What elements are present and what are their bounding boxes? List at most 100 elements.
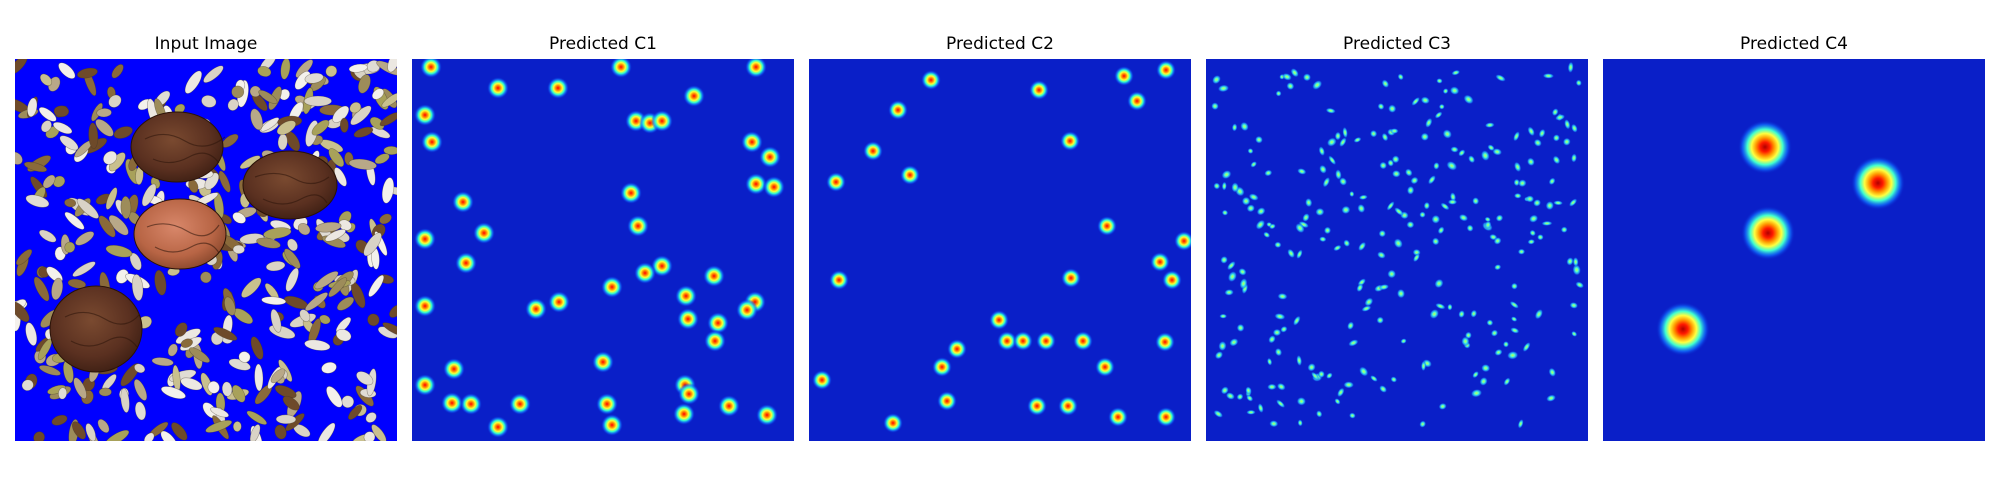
grain: [275, 414, 297, 425]
density-peak: [1322, 176, 1331, 188]
grain: [67, 278, 87, 289]
grain: [339, 117, 349, 133]
density-peak: [1353, 136, 1362, 143]
grain: [38, 106, 57, 122]
grain: [52, 175, 66, 188]
grain: [120, 388, 130, 413]
density-peak: [1538, 128, 1546, 138]
density-peak: [525, 298, 547, 320]
density-peak: [1484, 122, 1495, 128]
density-peak: [1378, 229, 1387, 238]
density-peak: [1738, 120, 1792, 174]
density-peak: [1436, 78, 1443, 84]
grain: [96, 108, 112, 118]
density-peak: [1297, 419, 1303, 427]
density-peak: [1238, 267, 1247, 276]
density-peak: [1325, 107, 1336, 114]
grain: [347, 404, 363, 420]
density-peak: [1097, 216, 1117, 236]
density-peak: [1217, 84, 1230, 93]
density-peak: [1513, 131, 1520, 142]
density-peak: [1358, 194, 1368, 200]
grain: [358, 74, 371, 94]
density-peak: [1447, 199, 1458, 205]
density-peak: [1572, 256, 1579, 267]
density-peak: [1437, 226, 1445, 235]
grain: [231, 85, 245, 99]
density-peak: [1376, 251, 1386, 259]
density-peak: [707, 312, 729, 334]
grain: [131, 274, 144, 301]
density-peak: [1029, 80, 1049, 100]
density-peak: [1276, 382, 1286, 391]
density-peak: [1218, 340, 1227, 352]
grain: [321, 361, 337, 374]
density-peak: [1434, 278, 1444, 289]
density-peak: [1336, 387, 1345, 398]
grain: [154, 269, 167, 296]
density-peak: [1240, 121, 1249, 132]
input-image-panel: Input Image: [15, 0, 397, 500]
density-peak: [1268, 223, 1276, 230]
density-peak: [1470, 388, 1483, 398]
density-peak: [1410, 176, 1419, 185]
density-peak: [1387, 104, 1397, 114]
density-peak: [1575, 79, 1582, 87]
grain: [47, 384, 67, 395]
grain: [97, 418, 110, 434]
grain: [213, 326, 238, 341]
grain: [232, 421, 242, 432]
grain: [98, 387, 112, 397]
grain: [167, 343, 178, 357]
density-peak: [1466, 224, 1474, 232]
density-peak: [1510, 316, 1518, 322]
density-peak: [1348, 339, 1359, 347]
density-peak: [1239, 277, 1248, 290]
density-peak: [1423, 201, 1431, 210]
density-peak: [414, 295, 436, 317]
density-peak: [1246, 394, 1254, 402]
grain: [25, 194, 50, 208]
density-peak: [1571, 123, 1578, 133]
density-peak: [1493, 236, 1502, 245]
density-peak: [1310, 371, 1320, 381]
grain: [76, 198, 99, 219]
density-peak: [1490, 329, 1499, 337]
density-peak: [1546, 394, 1557, 402]
density-peak: [620, 182, 642, 204]
density-peak: [1433, 161, 1440, 170]
grain: [52, 121, 73, 135]
density-peak: [1231, 182, 1240, 193]
density-peak: [651, 110, 673, 132]
density-peak: [1213, 182, 1221, 190]
grain: [257, 66, 272, 77]
grain: [200, 271, 212, 284]
grain: [374, 153, 390, 165]
density-peak: [1315, 410, 1323, 418]
density-peak: [1472, 370, 1480, 379]
date-fruit: [49, 111, 338, 373]
density-peak: [601, 276, 623, 298]
grain: [254, 363, 264, 392]
density-peak: [1250, 161, 1258, 168]
density-peak: [1419, 420, 1427, 428]
grain: [64, 241, 76, 253]
density-peak: [1542, 73, 1555, 79]
density-peak: [1381, 79, 1390, 89]
grain: [363, 431, 376, 441]
density-peak: [1552, 134, 1561, 142]
grain: [363, 232, 382, 257]
density-peak: [829, 270, 849, 290]
density-peak: [1442, 129, 1453, 139]
density-peak: [745, 173, 767, 195]
grain: [332, 105, 350, 123]
density-peak: [1481, 363, 1491, 373]
grain: [64, 198, 77, 208]
density-peak: [1510, 327, 1520, 334]
density-peak: [1282, 72, 1292, 81]
density-peak: [678, 383, 700, 405]
density-peak: [1246, 409, 1256, 415]
density-peak: [736, 299, 758, 321]
density-peak: [1369, 129, 1378, 138]
grain: [59, 135, 79, 151]
